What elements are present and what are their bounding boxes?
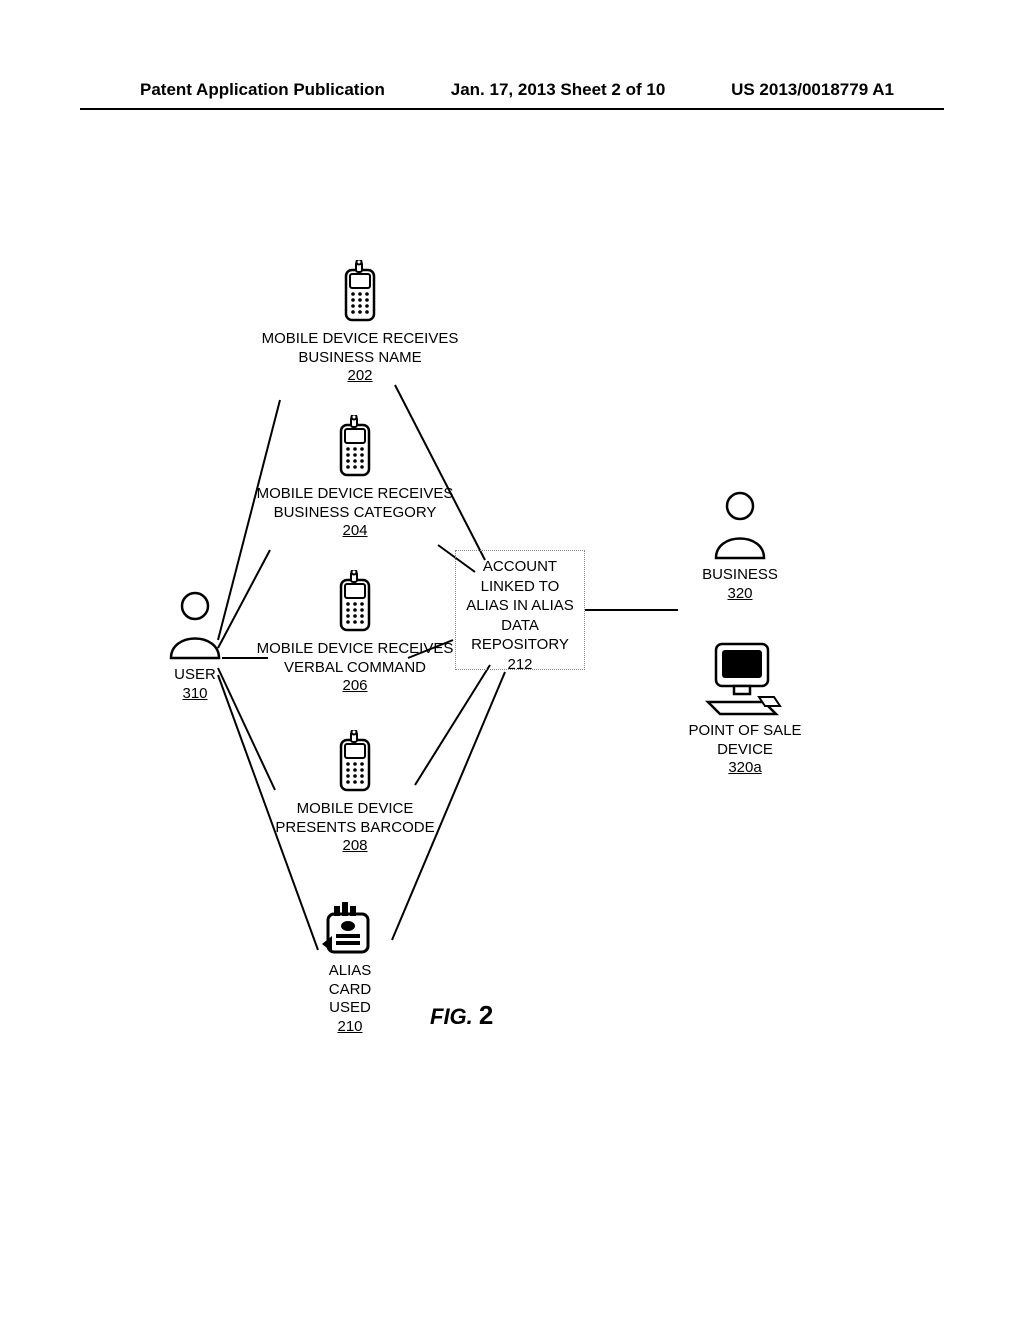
node-text: DEVICE: [670, 741, 820, 760]
node-text: ALIAS: [295, 962, 405, 981]
figure-diagram: MOBILE DEVICE RECEIVESBUSINESS NAME202 M…: [0, 220, 1024, 1140]
card-icon-wrap: [322, 900, 378, 962]
phone-icon: [338, 260, 382, 324]
figure-label: FIG. 2: [430, 1000, 493, 1031]
node-ref: 208: [265, 837, 445, 856]
node-n204: MOBILE DEVICE RECEIVESBUSINESS CATEGORY2…: [250, 415, 460, 541]
node-text: PRESENTS BARCODE: [265, 819, 445, 838]
node-business: BUSINESS320: [680, 490, 800, 603]
phone-icon-wrap: [333, 415, 377, 485]
node-text: USED: [295, 999, 405, 1018]
node-text: CARD: [295, 981, 405, 1000]
node-ref: 320a: [670, 759, 820, 778]
computer-icon: [704, 640, 786, 716]
phone-icon: [333, 415, 377, 479]
node-n208: MOBILE DEVICEPRESENTS BARCODE208: [265, 730, 445, 856]
computer-icon-wrap: [704, 640, 786, 722]
node-text: MOBILE DEVICE: [265, 800, 445, 819]
node-text: BUSINESS: [680, 566, 800, 585]
node-text: MOBILE DEVICE RECEIVES: [250, 485, 460, 504]
node-ref: 204: [250, 522, 460, 541]
node-text: USER: [150, 666, 240, 685]
page-header: Patent Application Publication Jan. 17, …: [0, 80, 1024, 100]
node-user: USER310: [150, 590, 240, 703]
node-text: POINT OF SALE: [670, 722, 820, 741]
phone-icon-wrap: [333, 730, 377, 800]
phone-icon: [333, 730, 377, 794]
person-icon-wrap: [165, 590, 225, 666]
node-ref: 206: [250, 677, 460, 696]
fig-prefix: FIG.: [430, 1004, 473, 1029]
node-ref: 212: [507, 656, 532, 673]
node-text: MOBILE DEVICE RECEIVES: [250, 640, 460, 659]
phone-icon-wrap: [333, 570, 377, 640]
node-text: LINKED TO: [460, 577, 580, 597]
node-text: VERBAL COMMAND: [250, 659, 460, 678]
header-rule: [80, 108, 944, 110]
header-center: Jan. 17, 2013 Sheet 2 of 10: [451, 80, 666, 100]
node-ref: 210: [295, 1018, 405, 1037]
node-text: BUSINESS CATEGORY: [250, 504, 460, 523]
header-left: Patent Application Publication: [140, 80, 385, 100]
node-pos: POINT OF SALEDEVICE320a: [670, 640, 820, 778]
node-n212: ACCOUNTLINKED TOALIAS IN ALIASDATAREPOSI…: [455, 550, 585, 670]
phone-icon: [333, 570, 377, 634]
person-icon-wrap: [710, 490, 770, 566]
node-ref: 310: [150, 685, 240, 704]
node-text: DATA: [460, 616, 580, 636]
node-ref: 320: [680, 585, 800, 604]
fig-number: 2: [479, 1000, 493, 1030]
node-ref: 202: [260, 367, 460, 386]
node-n202: MOBILE DEVICE RECEIVESBUSINESS NAME202: [260, 260, 460, 386]
node-text: REPOSITORY: [460, 635, 580, 655]
node-n206: MOBILE DEVICE RECEIVESVERBAL COMMAND206: [250, 570, 460, 696]
card-reader-icon: [322, 900, 378, 956]
phone-icon-wrap: [338, 260, 382, 330]
header-right: US 2013/0018779 A1: [731, 80, 894, 100]
node-text: MOBILE DEVICE RECEIVES: [260, 330, 460, 349]
node-text: BUSINESS NAME: [260, 349, 460, 368]
node-text: ACCOUNT: [460, 557, 580, 577]
person-icon: [165, 590, 225, 660]
node-text: ALIAS IN ALIAS: [460, 596, 580, 616]
person-icon: [710, 490, 770, 560]
node-n210: ALIASCARDUSED210: [295, 900, 405, 1037]
